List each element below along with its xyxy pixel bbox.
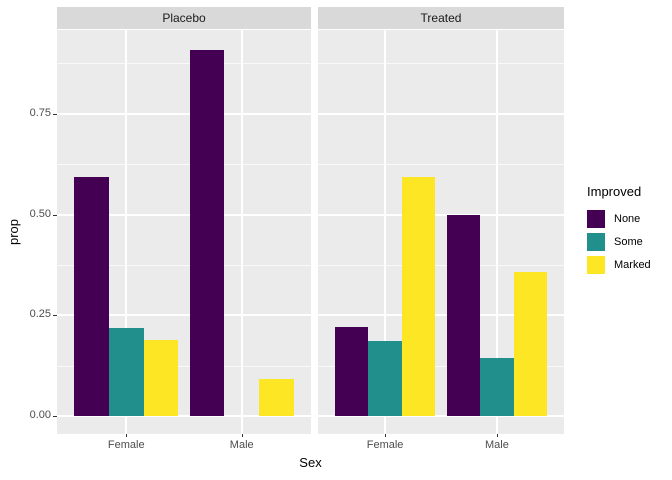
y-tick-mark <box>53 416 57 417</box>
legend-label: Some <box>614 236 643 248</box>
facet-panel <box>57 30 311 434</box>
gridline-major-h <box>318 112 564 115</box>
bar-some-female <box>368 341 402 416</box>
x-tick-mark <box>385 434 387 437</box>
gridline-major-h <box>57 112 311 115</box>
gridline-major-h <box>318 415 564 417</box>
facet-strip-label: Placebo <box>162 11 206 25</box>
gridline-minor-h <box>57 365 311 367</box>
x-tick-label: Male <box>229 439 254 451</box>
y-tick-label: 0.75 <box>29 106 51 119</box>
facet-panel <box>318 30 564 434</box>
gridline-major-v <box>384 30 387 434</box>
gridline-minor-h <box>318 264 564 266</box>
y-tick-label: 0.25 <box>29 308 51 321</box>
legend-item: Marked <box>587 256 651 274</box>
y-tick-mark <box>53 315 57 317</box>
x-tick-mark <box>126 434 128 437</box>
facet-strip: Treated <box>318 7 564 29</box>
bar-some-female <box>108 327 144 416</box>
gridline-minor-h <box>57 63 311 65</box>
legend: Improved None Some Marked <box>587 184 651 279</box>
gridline-major-h <box>318 314 564 317</box>
bar-some-male <box>480 358 514 416</box>
gridline-minor-h <box>318 164 564 166</box>
bar-marked-male <box>513 272 548 416</box>
bar-none-male <box>189 49 225 416</box>
facet-strip: Placebo <box>57 7 311 29</box>
gridline-major-h <box>57 213 311 216</box>
y-axis-title: prop <box>6 218 21 246</box>
gridline-major-v <box>125 30 128 434</box>
bar-marked-female <box>401 177 436 416</box>
bar-marked-male <box>259 379 294 416</box>
bar-none-female <box>334 326 369 416</box>
x-tick-label: Female <box>366 439 404 451</box>
legend-items: None Some Marked <box>587 210 651 274</box>
y-tick-label: 0.00 <box>29 409 51 421</box>
x-axis-title: Sex <box>299 455 322 470</box>
x-tick-label: Female <box>107 439 145 451</box>
legend-label: None <box>614 213 641 225</box>
legend-item: None <box>587 210 651 228</box>
gridline-minor-h <box>318 63 564 65</box>
gridline-minor-h <box>57 264 311 266</box>
legend-swatch-marked <box>587 256 605 274</box>
gridline-major-h <box>318 213 564 216</box>
y-tick-mark <box>53 214 57 216</box>
x-tick-mark <box>496 434 498 437</box>
y-tick-mark <box>53 113 57 115</box>
facet-strip-label: Treated <box>420 11 462 25</box>
legend-item: Some <box>587 233 651 251</box>
gridline-major-v <box>240 30 243 434</box>
x-tick-label: Male <box>484 439 509 451</box>
bar-marked-female <box>143 340 179 416</box>
gridline-minor-h <box>57 164 311 166</box>
gridline-major-h <box>57 314 311 317</box>
gridline-major-h <box>57 415 311 417</box>
legend-label: Marked <box>614 259 651 271</box>
legend-swatch-some <box>587 233 605 251</box>
gridline-major-v <box>495 30 498 434</box>
gridline-minor-h <box>318 365 564 367</box>
x-tick-mark <box>241 434 243 437</box>
bar-none-female <box>74 176 109 416</box>
legend-title: Improved <box>587 184 642 199</box>
legend-swatch-none <box>587 210 605 228</box>
y-tick-label: 0.50 <box>29 207 51 220</box>
bar-none-male <box>446 214 481 416</box>
